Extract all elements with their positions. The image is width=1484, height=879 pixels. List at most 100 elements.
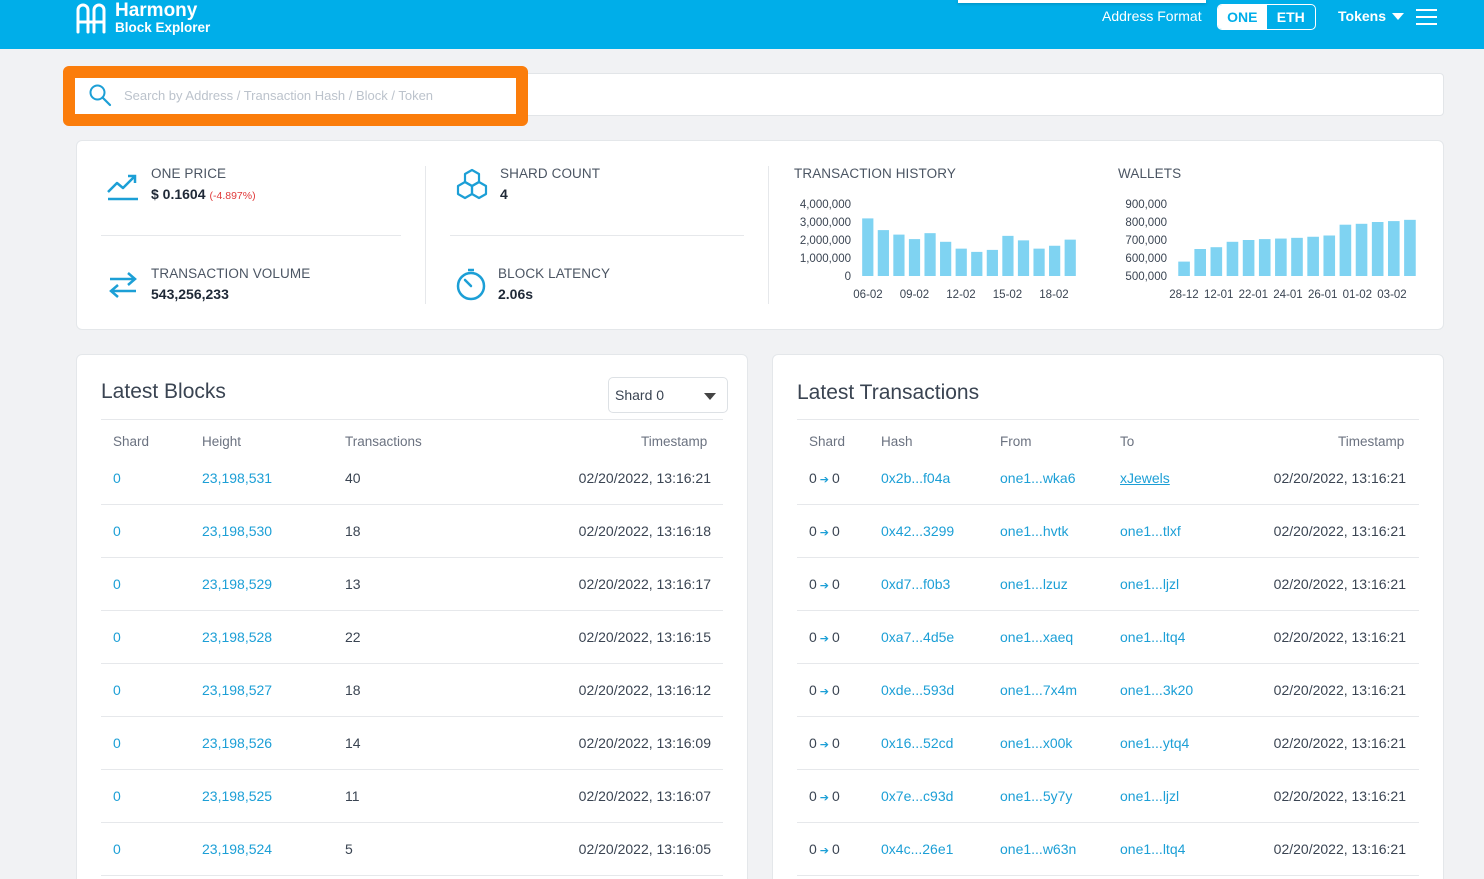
shard-select[interactable]: Shard 0 xyxy=(608,377,728,413)
search-input[interactable] xyxy=(124,84,504,106)
chart-bar xyxy=(955,248,967,276)
tx-shard-route: 0 ➔ 0 xyxy=(809,470,840,486)
divider xyxy=(797,769,1419,770)
block-shard-link[interactable]: 0 xyxy=(113,735,121,751)
brand-text: Harmony Block Explorer xyxy=(115,1,210,35)
arrow-right-icon: ➔ xyxy=(819,792,830,804)
block-height-link[interactable]: 23,198,527 xyxy=(202,682,273,698)
block-height-link[interactable]: 23,198,524 xyxy=(202,841,273,857)
block-height-link[interactable]: 23,198,529 xyxy=(202,576,273,592)
block-shard-link[interactable]: 0 xyxy=(113,841,121,857)
tokens-menu[interactable]: Tokens xyxy=(1338,8,1404,24)
tx-shard-route: 0 ➔ 0 xyxy=(809,576,840,592)
block-shard-link[interactable]: 0 xyxy=(113,682,121,698)
divider xyxy=(768,166,769,304)
brand-subtitle: Block Explorer xyxy=(115,20,211,36)
block-tx-count: 5 xyxy=(345,841,353,857)
tx-hash-link[interactable]: 0x42...3299 xyxy=(881,523,955,539)
divider xyxy=(797,610,1419,611)
tx-to-link[interactable]: one1...ljzl xyxy=(1120,576,1180,592)
to-shard: 0 xyxy=(832,470,840,486)
tx-timestamp: 02/20/2022, 13:16:21 xyxy=(1273,735,1406,751)
tx-shard-route: 0 ➔ 0 xyxy=(809,523,840,539)
tx-to-link[interactable]: one1...ltq4 xyxy=(1120,629,1186,645)
block-shard-link[interactable]: 0 xyxy=(113,788,121,804)
tx-from-link[interactable]: one1...5y7y xyxy=(1000,788,1073,804)
tx-to-link[interactable]: one1...ljzl xyxy=(1120,788,1180,804)
hamburger-menu-icon[interactable] xyxy=(1416,9,1437,25)
block-height-link[interactable]: 23,198,528 xyxy=(202,629,273,645)
block-height-link[interactable]: 23,198,526 xyxy=(202,735,273,751)
tx-shard-route: 0 ➔ 0 xyxy=(809,788,840,804)
search-icon xyxy=(89,84,112,107)
x-tick-label: 15-02 xyxy=(993,289,1022,301)
chart-bar xyxy=(1371,222,1384,276)
arrow-right-icon: ➔ xyxy=(819,633,830,645)
x-tick-label: 24-01 xyxy=(1273,289,1302,301)
tx-hash-link[interactable]: 0xa7...4d5e xyxy=(881,629,955,645)
x-tick-label: 12-02 xyxy=(946,289,975,301)
latest-transactions-title: Latest Transactions xyxy=(797,381,980,404)
block-height-link[interactable]: 23,198,530 xyxy=(202,523,273,539)
shard-select-value: Shard 0 xyxy=(615,387,665,403)
tx-hash-link[interactable]: 0xde...593d xyxy=(881,682,955,698)
y-tick-label: 700,000 xyxy=(1125,235,1167,247)
tx-from-link[interactable]: one1...hvtk xyxy=(1000,523,1069,539)
divider xyxy=(797,822,1419,823)
arrow-right-icon: ➔ xyxy=(819,474,830,486)
block-shard-link[interactable]: 0 xyxy=(113,629,121,645)
tx-from-link[interactable]: one1...xaeq xyxy=(1000,629,1074,645)
brand-name: Harmony xyxy=(115,0,198,22)
divider xyxy=(797,716,1419,717)
to-shard: 0 xyxy=(832,576,840,592)
tx-hash-link[interactable]: 0x2b...f04a xyxy=(881,470,951,486)
tx-to-link[interactable]: one1...tlxf xyxy=(1120,523,1181,539)
tx-from-link[interactable]: one1...7x4m xyxy=(1000,682,1078,698)
tx-hash-link[interactable]: 0x16...52cd xyxy=(881,735,954,751)
tx-from-link[interactable]: one1...w63n xyxy=(1000,841,1077,857)
address-format-label: Address Format xyxy=(1102,8,1202,24)
tx-from-link[interactable]: one1...lzuz xyxy=(1000,576,1068,592)
block-height-link[interactable]: 23,198,525 xyxy=(202,788,273,804)
from-shard: 0 xyxy=(809,682,817,698)
chart-bar xyxy=(1033,248,1045,276)
tx-shard-route: 0 ➔ 0 xyxy=(809,629,840,645)
block-timestamp: 02/20/2022, 13:16:15 xyxy=(578,629,711,645)
tx-hash-link[interactable]: 0x7e...c93d xyxy=(881,788,954,804)
block-timestamp: 02/20/2022, 13:16:07 xyxy=(578,788,711,804)
to-shard: 0 xyxy=(832,788,840,804)
tx-from-link[interactable]: one1...x00k xyxy=(1000,735,1073,751)
tx-hash-link[interactable]: 0x4c...26e1 xyxy=(881,841,954,857)
chart-bar xyxy=(924,233,936,276)
tx-hash-link[interactable]: 0xd7...f0b3 xyxy=(881,576,951,592)
tx-to-link[interactable]: xJewels xyxy=(1120,470,1170,486)
tx-to-link[interactable]: one1...3k20 xyxy=(1120,682,1194,698)
block-shard-link[interactable]: 0 xyxy=(113,523,121,539)
block-shard-link[interactable]: 0 xyxy=(113,576,121,592)
chart-bar xyxy=(1002,235,1014,276)
format-eth-option[interactable]: ETH xyxy=(1276,9,1305,25)
chart-bar xyxy=(1017,240,1030,276)
harmony-logo[interactable]: Harmony Block Explorer xyxy=(74,0,210,36)
cubes-icon xyxy=(456,168,488,200)
tx-timestamp: 02/20/2022, 13:16:21 xyxy=(1273,470,1406,486)
from-shard: 0 xyxy=(809,470,817,486)
divider xyxy=(425,166,426,304)
address-format-toggle[interactable]: ONE ETH xyxy=(1217,4,1316,30)
block-shard-link[interactable]: 0 xyxy=(113,470,121,486)
tx-to-link[interactable]: one1...ltq4 xyxy=(1120,841,1186,857)
x-tick-label: 12-01 xyxy=(1204,289,1233,301)
dropdown-popup-edge xyxy=(958,0,1206,3)
y-tick-label: 2,000,000 xyxy=(800,235,851,247)
block-height-link[interactable]: 23,198,531 xyxy=(202,470,273,486)
from-shard: 0 xyxy=(809,788,817,804)
tx-from-link[interactable]: one1...wka6 xyxy=(1000,470,1076,486)
tx-timestamp: 02/20/2022, 13:16:21 xyxy=(1273,576,1406,592)
format-one-option[interactable]: ONE xyxy=(1218,5,1267,29)
chart-bar xyxy=(1194,249,1207,276)
divider xyxy=(450,235,744,236)
tx-to-link[interactable]: one1...ytq4 xyxy=(1120,735,1190,751)
col-timestamp: Timestamp xyxy=(1338,434,1405,449)
search-highlight-box xyxy=(63,66,528,126)
block-tx-count: 22 xyxy=(345,629,361,645)
